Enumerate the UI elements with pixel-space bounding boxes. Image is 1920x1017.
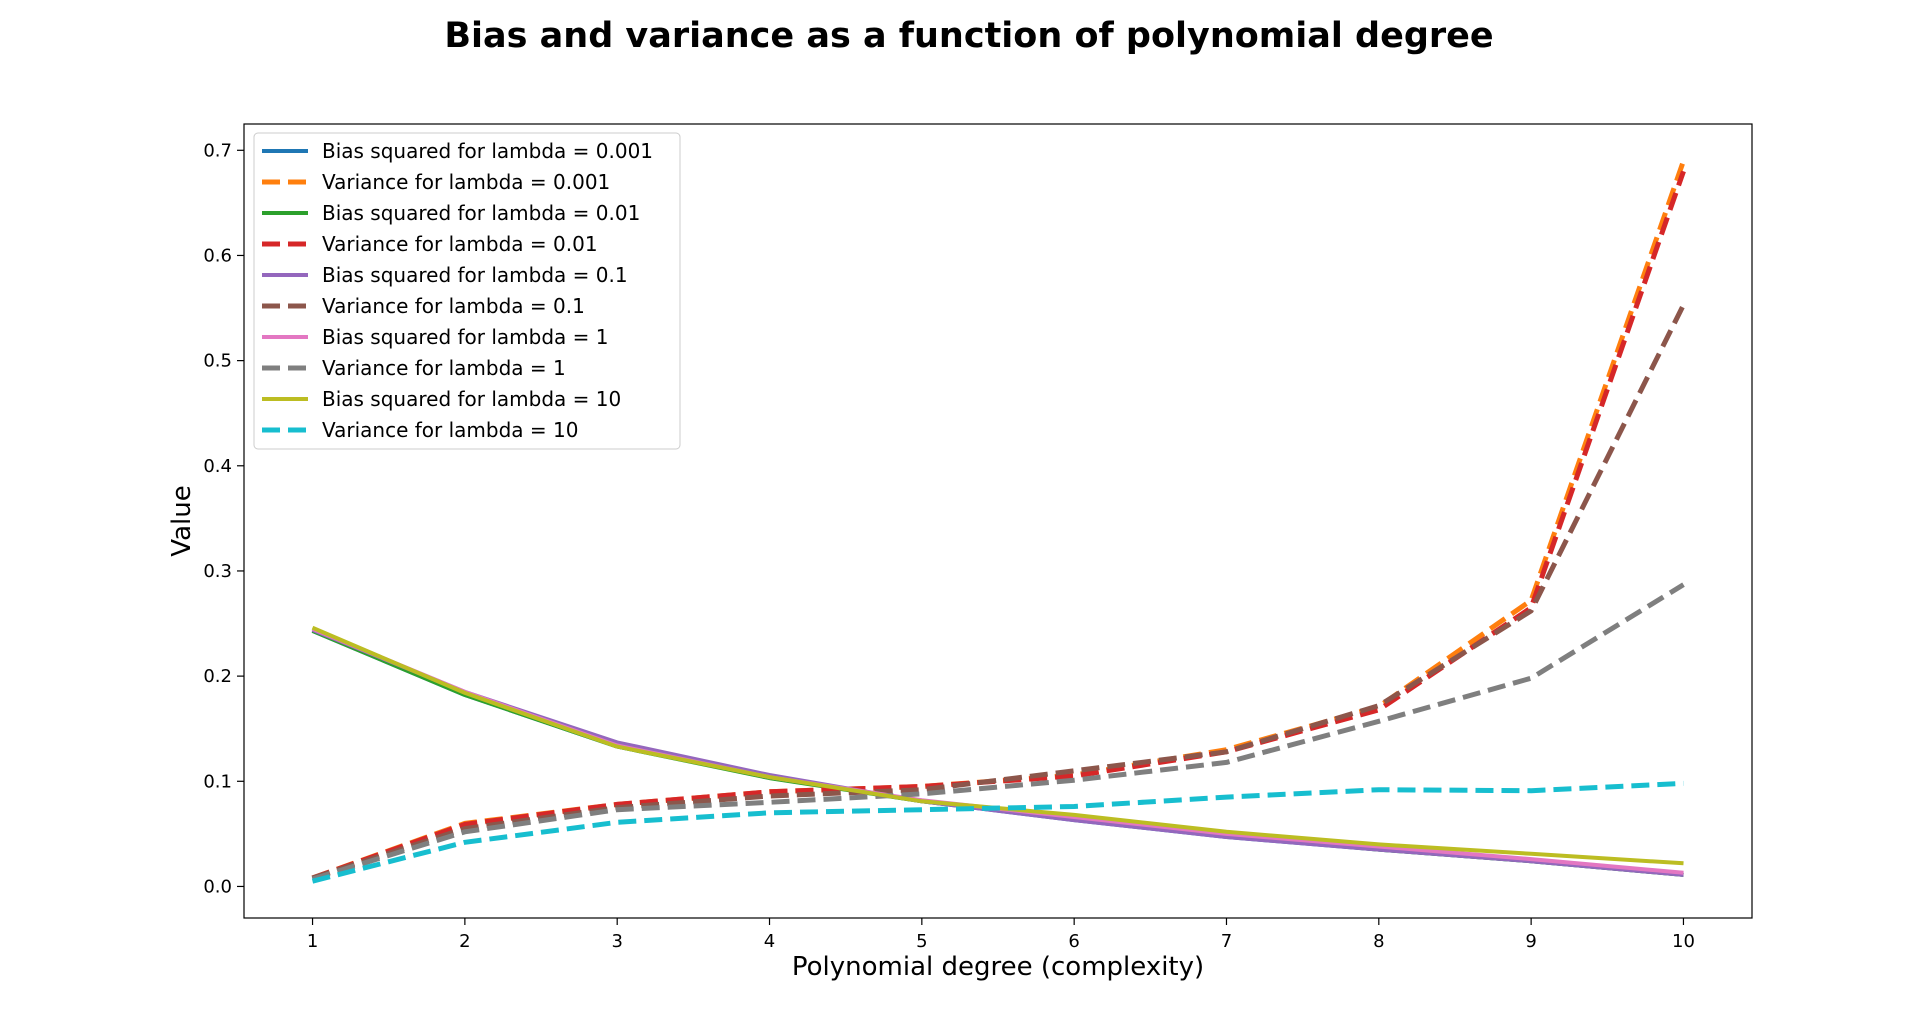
- legend: Bias squared for lambda = 0.001 Variance …: [253, 132, 681, 450]
- legend-label-2: Bias squared for lambda = 0.01: [322, 201, 640, 225]
- x-axis-label: Polynomial degree (complexity): [792, 952, 1204, 982]
- x-tick-label: 2: [459, 931, 470, 952]
- legend-label-5: Variance for lambda = 0.1: [322, 294, 585, 318]
- x-tick-label: 4: [764, 931, 775, 952]
- legend-label-8: Bias squared for lambda = 10: [322, 387, 621, 411]
- x-tick-label: 1: [307, 931, 318, 952]
- legend-label-4: Bias squared for lambda = 0.1: [322, 263, 628, 287]
- legend-label-0: Bias squared for lambda = 0.001: [322, 139, 653, 163]
- x-axis-ticks: 1 2 3 4 5 6 7 8 9 10: [307, 918, 1695, 952]
- legend-label-7: Variance for lambda = 1: [322, 356, 566, 380]
- x-tick-label: 8: [1373, 931, 1384, 952]
- legend-label-3: Variance for lambda = 0.01: [322, 232, 598, 256]
- y-tick-label: 0.2: [203, 666, 232, 687]
- y-tick-label: 0.7: [203, 140, 232, 161]
- series-line-7: [311, 582, 1685, 882]
- series-line-9: [311, 780, 1684, 884]
- x-tick-label: 10: [1672, 931, 1695, 952]
- x-tick-label: 3: [611, 931, 622, 952]
- y-axis-label: Value: [167, 485, 197, 556]
- y-tick-label: 0.5: [203, 351, 232, 372]
- legend-label-6: Bias squared for lambda = 1: [322, 325, 609, 349]
- y-tick-label: 0.3: [203, 561, 232, 582]
- plot-border: [243, 123, 1753, 919]
- y-tick-label: 0.0: [203, 876, 232, 897]
- y-tick-label: 0.4: [203, 456, 232, 477]
- x-tick-label: 9: [1525, 931, 1536, 952]
- x-tick-label: 7: [1221, 931, 1232, 952]
- legend-label-9: Variance for lambda = 10: [322, 418, 578, 442]
- x-tick-label: 5: [916, 931, 927, 952]
- y-axis-ticks: 0.0 0.1 0.2 0.3 0.4 0.5 0.6 0.7: [203, 140, 244, 897]
- chart-title: Bias and variance as a function of polyn…: [444, 16, 1493, 56]
- legend-box: [253, 132, 681, 450]
- series-line-5: [311, 303, 1686, 881]
- x-tick-label: 6: [1068, 931, 1079, 952]
- y-tick-label: 0.1: [203, 771, 232, 792]
- legend-label-1: Variance for lambda = 0.001: [322, 170, 610, 194]
- y-tick-label: 0.6: [203, 245, 232, 266]
- series-layer: [311, 159, 1686, 884]
